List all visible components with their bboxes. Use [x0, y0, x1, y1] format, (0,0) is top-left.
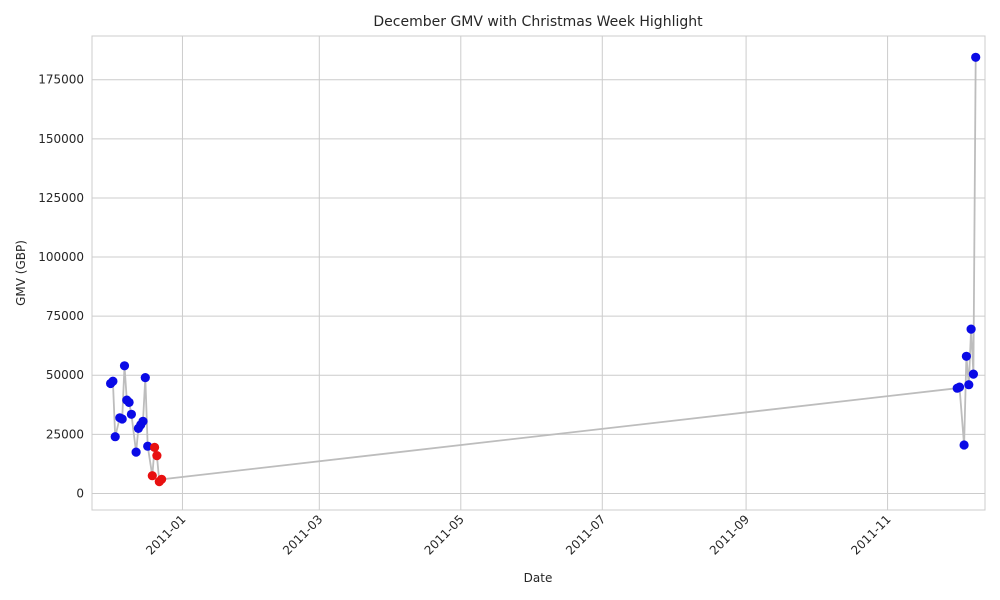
data-point — [124, 397, 134, 407]
data-point — [119, 361, 130, 371]
y-tick-label: 100000 — [38, 250, 84, 264]
series-line — [109, 57, 977, 484]
data-point — [117, 414, 127, 424]
y-tick-labels: 0 25000 50000 75000 100000 125000 150000 175000 — [38, 73, 84, 501]
y-tick-label: 175000 — [38, 73, 84, 87]
christmas-week-point — [147, 471, 157, 481]
y-tick-label: 50000 — [46, 368, 84, 382]
data-point — [108, 376, 118, 386]
data-point — [964, 380, 974, 390]
x-axis-title: Date — [524, 571, 553, 585]
gmv-line — [109, 57, 977, 484]
y-tick-label: 125000 — [38, 191, 84, 205]
y-tick-label: 75000 — [46, 309, 84, 323]
christmas-week-point — [150, 442, 160, 452]
data-points — [106, 52, 981, 487]
data-point — [971, 52, 981, 62]
y-tick-label: 0 — [76, 486, 84, 500]
data-point — [110, 432, 120, 442]
grid — [92, 36, 985, 510]
data-point — [140, 373, 150, 383]
data-point — [959, 440, 969, 450]
christmas-week-point — [157, 474, 167, 484]
y-tick-label: 150000 — [38, 132, 84, 146]
data-point — [961, 351, 972, 361]
plot-frame — [91, 35, 986, 511]
data-point — [138, 416, 148, 426]
christmas-week-point — [152, 451, 162, 461]
data-point — [954, 382, 965, 392]
chart-title: December GMV with Christmas Week Highlig… — [373, 14, 703, 30]
y-axis-title: GMV (GBP) — [14, 240, 28, 306]
y-tick-label: 25000 — [46, 427, 84, 441]
data-point — [126, 409, 136, 419]
data-point — [143, 441, 153, 451]
data-point — [131, 447, 141, 457]
data-point — [966, 324, 976, 334]
data-point — [968, 369, 979, 379]
